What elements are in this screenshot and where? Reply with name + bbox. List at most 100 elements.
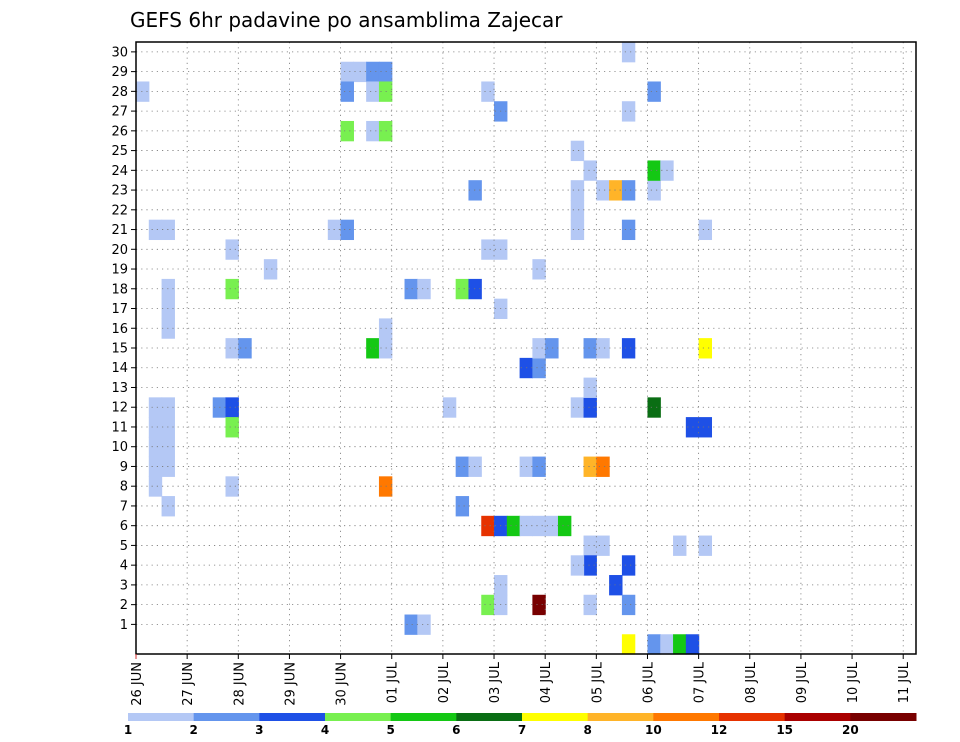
heatmap-cell xyxy=(621,101,636,122)
heatmap-cell xyxy=(225,239,239,260)
heatmap-cell xyxy=(583,338,597,359)
heatmap-cell xyxy=(148,436,163,458)
heatmap-cell xyxy=(366,338,380,359)
heatmap-cell xyxy=(698,417,713,438)
legend-swatch xyxy=(128,713,195,721)
legend-swatch xyxy=(456,713,523,721)
heatmap-cell xyxy=(647,397,661,418)
heatmap-cell xyxy=(570,397,585,418)
heatmap-cell xyxy=(596,338,610,359)
heatmap-cell xyxy=(366,81,380,102)
y-tick-label: 20 xyxy=(111,243,128,258)
y-tick-label: 13 xyxy=(111,381,128,396)
x-axis: 26 JUN 27 JUN 28 JUN 29 JUN 30 JUN 01 JUL 02 J… xyxy=(130,654,912,706)
heatmap-cell xyxy=(673,535,687,556)
legend-swatch xyxy=(259,713,326,721)
x-tick-label: 07 JUL xyxy=(693,661,708,703)
y-tick-label: 3 xyxy=(120,578,128,593)
heatmap-cell xyxy=(583,456,597,477)
heatmap-cell xyxy=(647,81,661,102)
x-tick-label: 04 JUL xyxy=(539,661,554,703)
legend-label: 12 xyxy=(711,723,728,737)
heatmap-cell xyxy=(570,199,585,221)
y-tick-label: 17 xyxy=(111,302,128,317)
heatmap-cell xyxy=(225,476,239,497)
y-tick-label: 5 xyxy=(120,539,128,554)
legend-label: 1 xyxy=(124,723,132,737)
heatmap-cell xyxy=(417,278,431,300)
heatmap-cell xyxy=(596,456,610,477)
legend-label: 10 xyxy=(645,723,662,737)
y-tick-label: 9 xyxy=(120,460,128,475)
y-tick-label: 29 xyxy=(111,65,128,80)
y-tick-label: 26 xyxy=(111,124,128,139)
y-tick-label: 14 xyxy=(111,361,128,376)
heatmap-cell xyxy=(340,120,354,142)
y-tick-label: 1 xyxy=(120,618,128,633)
chart-title: GEFS 6hr padavine po ansamblima Zajecar xyxy=(130,8,563,32)
heatmap-cell xyxy=(481,594,495,616)
legend-label: 3 xyxy=(255,723,263,737)
legend-swatch xyxy=(587,713,654,721)
legend-label: 15 xyxy=(776,723,793,737)
heatmap-cell xyxy=(532,338,546,359)
y-tick-label: 15 xyxy=(111,342,128,357)
heatmap-cell xyxy=(570,140,585,162)
heatmap-cell xyxy=(417,614,431,635)
heatmap-cell xyxy=(442,397,457,418)
heatmap-cell xyxy=(148,476,163,497)
heatmap-cell xyxy=(557,515,572,537)
x-tick-label: 30 JUN xyxy=(335,662,350,706)
heatmap-cell xyxy=(532,456,546,477)
x-tick-label: 08 JUL xyxy=(744,661,759,703)
heatmap-cell xyxy=(621,338,636,359)
heatmap-cell xyxy=(263,259,278,280)
heatmap-cell xyxy=(621,42,636,63)
cells-layer xyxy=(136,42,713,655)
heatmap-cell xyxy=(583,594,597,616)
y-tick-label: 11 xyxy=(111,420,128,435)
y-tick-label: 10 xyxy=(111,440,128,455)
heatmap-cell xyxy=(673,634,687,655)
legend-label: 8 xyxy=(583,723,591,737)
legend-swatch xyxy=(522,713,589,721)
heatmap-cell xyxy=(583,397,597,418)
heatmap-cell xyxy=(455,456,470,477)
heatmap-cell xyxy=(583,160,597,181)
heatmap-cell xyxy=(225,417,239,438)
x-tick-label: 26 JUN xyxy=(130,662,145,706)
heatmap-cell xyxy=(366,120,380,142)
heatmap-cell xyxy=(647,634,661,655)
heatmap-cell xyxy=(698,219,713,241)
y-tick-label: 4 xyxy=(120,559,128,574)
heatmap-cell xyxy=(609,180,623,201)
heatmap-cell xyxy=(238,338,252,359)
y-tick-label: 2 xyxy=(120,598,128,613)
heatmap-cell xyxy=(404,278,418,300)
heatmap-cell xyxy=(570,555,585,576)
heatmap-cell xyxy=(621,634,636,655)
heatmap-cell xyxy=(404,614,418,635)
legend-swatch xyxy=(325,713,392,721)
heatmap-cell xyxy=(698,338,713,359)
x-tick-label: 05 JUL xyxy=(590,661,605,703)
x-tick-label: 02 JUL xyxy=(437,661,452,703)
y-tick-label: 21 xyxy=(111,223,128,238)
heatmap-cell xyxy=(532,515,546,537)
legend-label: 7 xyxy=(518,723,526,737)
heatmap-cell xyxy=(455,278,470,300)
heatmap-cell xyxy=(225,338,239,359)
legend-label: 4 xyxy=(321,723,329,737)
heatmap-cell xyxy=(481,81,495,102)
y-tick-label: 6 xyxy=(120,519,128,534)
heatmap-cell xyxy=(596,180,610,201)
y-tick-label: 25 xyxy=(111,144,128,159)
y-tick-label: 16 xyxy=(111,322,128,337)
heatmap-cell xyxy=(545,338,559,359)
heatmap-cell xyxy=(621,555,636,576)
heatmap-cell xyxy=(506,515,521,537)
y-tick-label: 18 xyxy=(111,282,128,297)
heatmap-cell xyxy=(583,555,597,576)
heatmap-cell xyxy=(583,535,597,556)
heatmap-cell xyxy=(340,81,354,102)
